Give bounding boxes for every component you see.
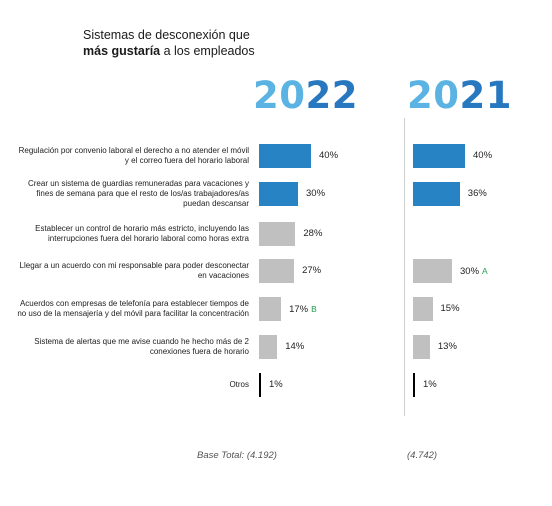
- bar-2021: [413, 335, 430, 359]
- bar-2021: [413, 297, 433, 321]
- title-line-2: más gustaría a los empleados: [83, 44, 255, 58]
- bar-2022: [259, 144, 311, 168]
- value-label-2022: 14%: [285, 341, 304, 353]
- category-label: Regulación por convenio laboral el derec…: [18, 146, 249, 165]
- category-label: Llegar a un acuerdo con mi responsable p…: [19, 261, 249, 280]
- year-digits-dark: 21: [459, 74, 512, 117]
- value-text: 40%: [473, 150, 493, 161]
- bar-2021: [413, 373, 415, 397]
- value-text: 30%: [306, 188, 326, 199]
- value-label-2022: 40%: [319, 150, 338, 162]
- title-rest: a los empleados: [160, 44, 255, 58]
- category-label: Establecer un control de horario más est…: [35, 224, 249, 243]
- value-text: 17%: [289, 304, 309, 315]
- value-text: 28%: [303, 228, 323, 239]
- base-total-2022: Base Total: (4.192): [197, 450, 277, 461]
- value-label-2022: 30%: [306, 188, 325, 200]
- bar-2021: [413, 144, 465, 168]
- year-heading-2022: 2022: [253, 76, 358, 116]
- year-digits-light: 20: [253, 74, 306, 117]
- year-digits-light: 20: [407, 74, 460, 117]
- title-line-1: Sistemas de desconexión que: [83, 28, 250, 42]
- bar-2022: [259, 182, 298, 206]
- value-label-2022: 1%: [269, 379, 283, 391]
- value-label-2021: 40%: [473, 150, 492, 162]
- category-label: Otros: [229, 380, 249, 389]
- value-text: 14%: [285, 341, 305, 352]
- value-text: 36%: [467, 188, 487, 199]
- significance-marker: B: [311, 304, 317, 314]
- value-text: 1%: [423, 379, 437, 390]
- year-heading-2021: 2021: [407, 76, 512, 116]
- significance-marker: A: [482, 266, 488, 276]
- title-bold: más gustaría: [83, 44, 161, 58]
- bar-2022: [259, 222, 296, 246]
- value-label-2022: 27%: [302, 265, 321, 277]
- value-text: 40%: [319, 150, 339, 161]
- value-label-2021: 13%: [438, 341, 457, 353]
- bar-2022: [259, 297, 282, 321]
- value-text: 1%: [269, 379, 283, 390]
- category-label: Acuerdos con empresas de telefonía para …: [17, 299, 249, 318]
- value-text: 30%: [460, 266, 480, 277]
- value-text: 13%: [437, 341, 457, 352]
- bar-2022: [259, 373, 261, 397]
- base-total-2021: (4.742): [407, 450, 438, 461]
- bar-2022: [259, 335, 278, 359]
- value-label-2021: 36%: [468, 188, 487, 200]
- year-digits-dark: 22: [305, 74, 358, 117]
- chart-title: Sistemas de desconexión que más gustaría…: [83, 27, 255, 59]
- value-label-2021: 15%: [441, 303, 460, 315]
- category-label: Crear un sistema de guardias remuneradas…: [27, 179, 249, 208]
- value-label-2022: 17% B: [289, 303, 317, 316]
- value-label-2021: 1%: [423, 379, 437, 391]
- value-text: 27%: [302, 265, 322, 276]
- value-label-2022: 28%: [303, 228, 322, 240]
- value-label-2021: 30% A: [460, 265, 488, 278]
- bar-2021: [413, 259, 452, 283]
- bar-2021: [413, 182, 460, 206]
- category-label: Sistema de alertas que me avise cuando h…: [34, 337, 249, 356]
- column-divider: [404, 118, 405, 416]
- bar-2022: [259, 259, 295, 283]
- value-text: 15%: [440, 303, 460, 314]
